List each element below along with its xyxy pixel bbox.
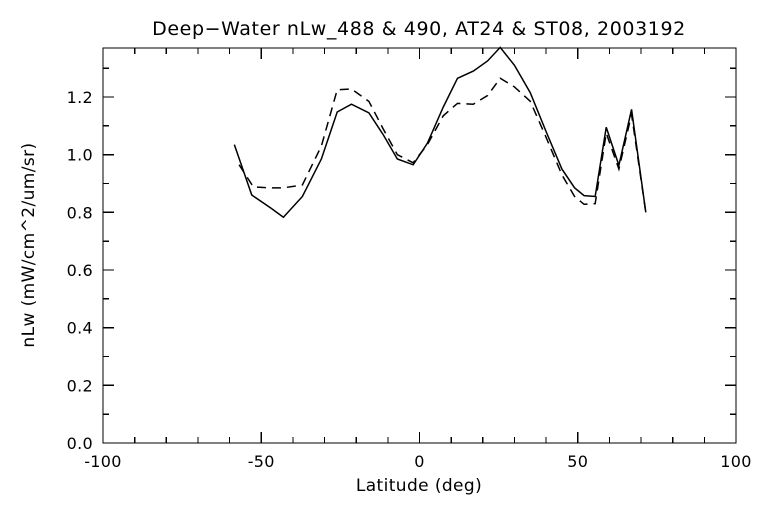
chart-title: Deep−Water nLw_488 & 490, AT24 & ST08, 2… <box>152 18 686 40</box>
y-tick-label: 0.2 <box>67 376 93 395</box>
x-tick-label: 50 <box>567 452 588 471</box>
series-group <box>233 46 647 219</box>
y-tick-label: 0.0 <box>67 434 93 453</box>
x-axis-label: Latitude (deg) <box>356 476 482 496</box>
y-tick-label: 0.6 <box>67 261 93 280</box>
x-axis-tick-labels: -100 -50 0 50 100 <box>84 452 751 471</box>
series-line-2 <box>238 77 647 213</box>
x-axis-ticks <box>102 48 737 443</box>
x-tick-label: -50 <box>248 452 275 471</box>
x-tick-label: -100 <box>84 452 122 471</box>
chart-frame <box>102 47 737 444</box>
y-axis-tick-labels: 0.0 0.2 0.4 0.6 0.8 1.0 1.2 <box>67 88 93 453</box>
y-tick-label: 1.0 <box>67 146 93 165</box>
y-tick-label: 1.2 <box>67 88 93 107</box>
y-tick-label: 0.8 <box>67 203 93 222</box>
plot-frame <box>102 47 737 444</box>
y-tick-label: 0.4 <box>67 319 93 338</box>
x-tick-label: 0 <box>414 452 424 471</box>
x-tick-label: 100 <box>720 452 751 471</box>
series-line-1 <box>233 46 647 219</box>
y-axis-ticks <box>103 67 736 444</box>
y-axis-label: nLw (mW/cm^2/um/sr) <box>19 142 39 347</box>
